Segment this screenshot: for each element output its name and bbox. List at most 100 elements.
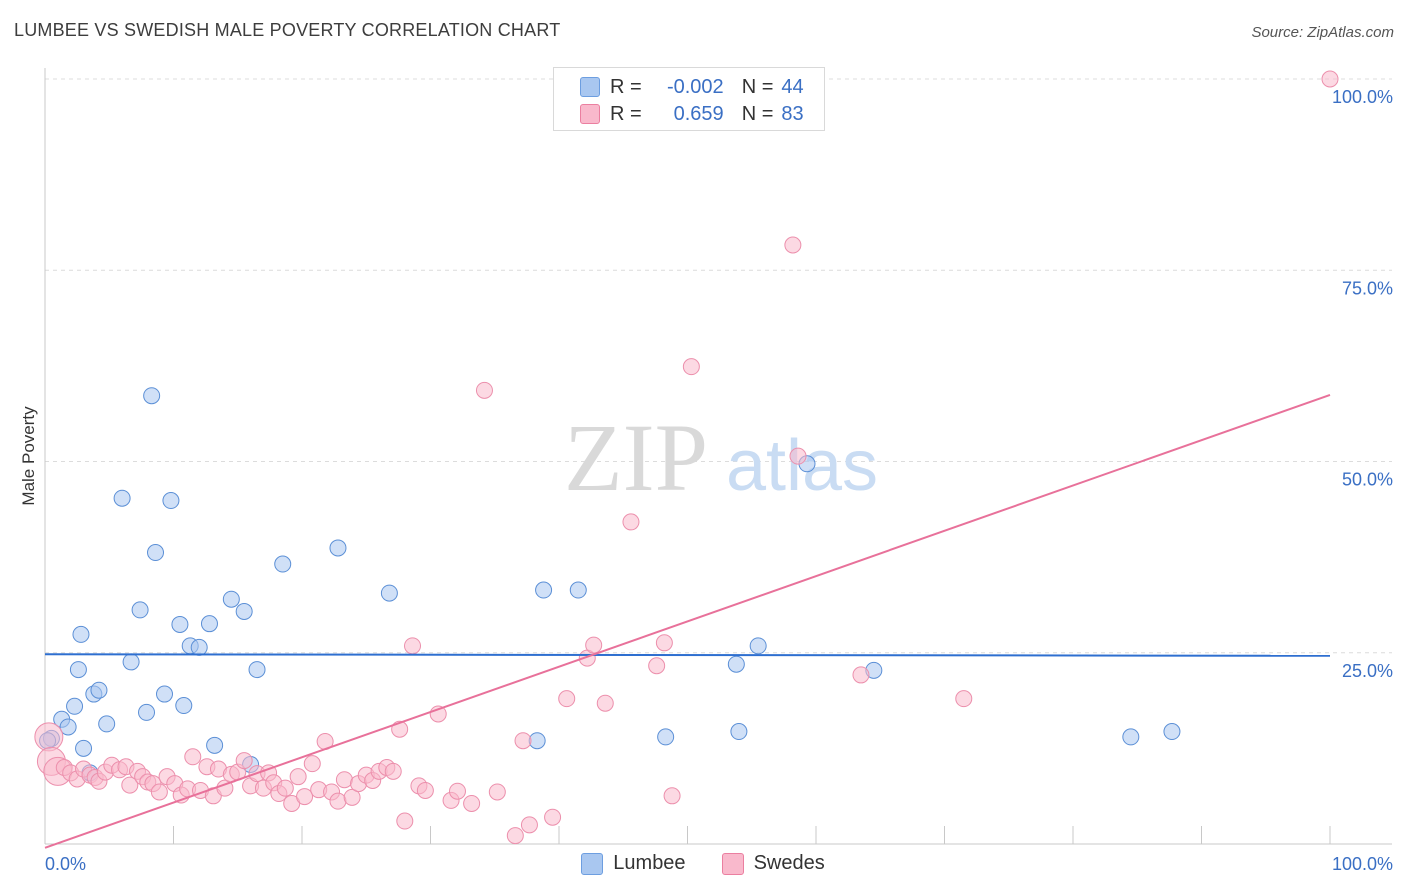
data-point-lumbee bbox=[657, 728, 675, 746]
data-point-lumbee bbox=[248, 661, 266, 679]
data-point-lumbee bbox=[535, 581, 553, 599]
legend-row-lumbee: R = -0.002 N = 44 bbox=[580, 75, 804, 99]
data-point-lumbee bbox=[206, 736, 224, 754]
data-point-lumbee bbox=[200, 615, 218, 633]
data-point-lumbee bbox=[90, 681, 108, 699]
data-point-lumbee bbox=[569, 581, 587, 599]
data-point-swedes bbox=[852, 666, 870, 684]
data-point-swedes bbox=[121, 776, 139, 794]
data-point-lumbee bbox=[727, 655, 745, 673]
data-point-swedes bbox=[544, 808, 562, 826]
data-point-swedes bbox=[343, 788, 361, 806]
correlation-legend: R = -0.002 N = 44 R = 0.659 N = 83 bbox=[553, 67, 825, 131]
swedes-legend-swatch bbox=[721, 852, 744, 875]
chart-title: LUMBEE VS SWEDISH MALE POVERTY CORRELATI… bbox=[14, 20, 561, 40]
data-point-lumbee bbox=[175, 697, 193, 715]
data-point-swedes bbox=[384, 762, 402, 780]
n-label: N = bbox=[741, 102, 774, 125]
data-point-lumbee bbox=[69, 661, 87, 679]
watermark: ZIP atlas bbox=[564, 404, 878, 511]
y-tick-label: 100.0% bbox=[1332, 87, 1393, 107]
data-point-lumbee bbox=[75, 739, 93, 757]
data-point-lumbee bbox=[138, 703, 156, 721]
lumbee-legend-swatch bbox=[581, 852, 604, 875]
data-point-lumbee bbox=[749, 637, 767, 655]
data-point-swedes bbox=[663, 787, 681, 805]
data-point-lumbee bbox=[730, 723, 748, 741]
data-point-swedes bbox=[34, 722, 64, 752]
data-point-swedes bbox=[396, 812, 414, 830]
data-point-lumbee bbox=[131, 601, 149, 619]
legend-item-swedes[interactable]: Swedes bbox=[721, 852, 825, 875]
data-point-swedes bbox=[1321, 70, 1339, 88]
data-point-lumbee bbox=[147, 544, 165, 562]
data-point-lumbee bbox=[528, 732, 546, 750]
data-point-swedes bbox=[329, 792, 347, 810]
y-axis-label: Male Poverty bbox=[19, 406, 38, 506]
lumbee-legend-label: Lumbee bbox=[613, 852, 686, 874]
legend-item-lumbee[interactable]: Lumbee bbox=[581, 852, 686, 875]
data-point-lumbee bbox=[122, 653, 140, 671]
data-point-swedes bbox=[596, 694, 614, 712]
data-point-swedes bbox=[303, 755, 321, 773]
data-point-swedes bbox=[463, 794, 481, 812]
data-points bbox=[34, 70, 1339, 845]
data-point-swedes bbox=[622, 513, 640, 531]
data-point-swedes bbox=[488, 783, 506, 801]
legend-row-swedes: R = 0.659 N = 83 bbox=[580, 102, 804, 126]
data-point-lumbee bbox=[235, 602, 253, 620]
r-label: R = bbox=[610, 75, 642, 98]
data-point-swedes bbox=[514, 732, 532, 750]
n-label: N = bbox=[741, 75, 774, 98]
trend-lines bbox=[44, 394, 1331, 849]
data-point-lumbee bbox=[380, 584, 398, 602]
data-point-lumbee bbox=[274, 555, 292, 573]
data-point-swedes bbox=[784, 236, 802, 254]
data-point-lumbee bbox=[1122, 728, 1140, 746]
data-point-swedes bbox=[289, 768, 307, 786]
data-point-swedes bbox=[404, 637, 422, 655]
y-tick-label: 50.0% bbox=[1342, 470, 1393, 490]
data-point-swedes bbox=[789, 447, 807, 465]
data-point-lumbee bbox=[143, 387, 161, 405]
data-point-lumbee bbox=[1163, 723, 1181, 741]
watermark-zip: ZIP bbox=[564, 404, 708, 511]
tick-labels: 25.0% 50.0% 75.0% 100.0% 0.0% 100.0% bbox=[45, 87, 1393, 874]
r-value: 0.659 bbox=[673, 102, 724, 125]
r-label: R = bbox=[610, 102, 642, 125]
data-point-swedes bbox=[150, 783, 168, 801]
data-point-swedes bbox=[520, 816, 538, 834]
r-value: -0.002 bbox=[666, 75, 724, 98]
series-legend: Lumbee Swedes bbox=[0, 852, 1406, 875]
x-tick-label: 0.0% bbox=[45, 854, 86, 874]
lumbee-swatch bbox=[580, 77, 600, 97]
data-point-lumbee bbox=[222, 590, 240, 608]
n-value: 44 bbox=[781, 75, 804, 98]
grid-lines bbox=[45, 78, 1392, 654]
data-point-lumbee bbox=[171, 615, 189, 633]
data-point-swedes bbox=[655, 634, 673, 652]
data-point-swedes bbox=[184, 748, 202, 766]
data-point-lumbee bbox=[156, 685, 174, 703]
axes bbox=[44, 68, 1392, 845]
data-point-swedes bbox=[276, 779, 294, 797]
data-point-swedes bbox=[682, 358, 700, 376]
trend-line-swedes bbox=[44, 394, 1331, 849]
data-point-swedes bbox=[475, 381, 493, 399]
y-tick-label: 75.0% bbox=[1342, 278, 1393, 298]
data-point-lumbee bbox=[98, 715, 116, 733]
data-point-lumbee bbox=[190, 638, 208, 656]
data-point-swedes bbox=[955, 690, 973, 708]
source-label: Source: ZipAtlas.com bbox=[1251, 24, 1394, 41]
trend-line-lumbee bbox=[44, 653, 1331, 657]
data-point-swedes bbox=[585, 636, 603, 654]
data-point-swedes bbox=[558, 690, 576, 708]
n-value: 83 bbox=[781, 102, 804, 125]
data-point-swedes bbox=[506, 827, 524, 845]
swedes-swatch bbox=[580, 104, 600, 124]
data-point-swedes bbox=[296, 788, 314, 806]
data-point-lumbee bbox=[59, 718, 77, 736]
data-point-swedes bbox=[448, 782, 466, 800]
data-point-swedes bbox=[416, 781, 434, 799]
